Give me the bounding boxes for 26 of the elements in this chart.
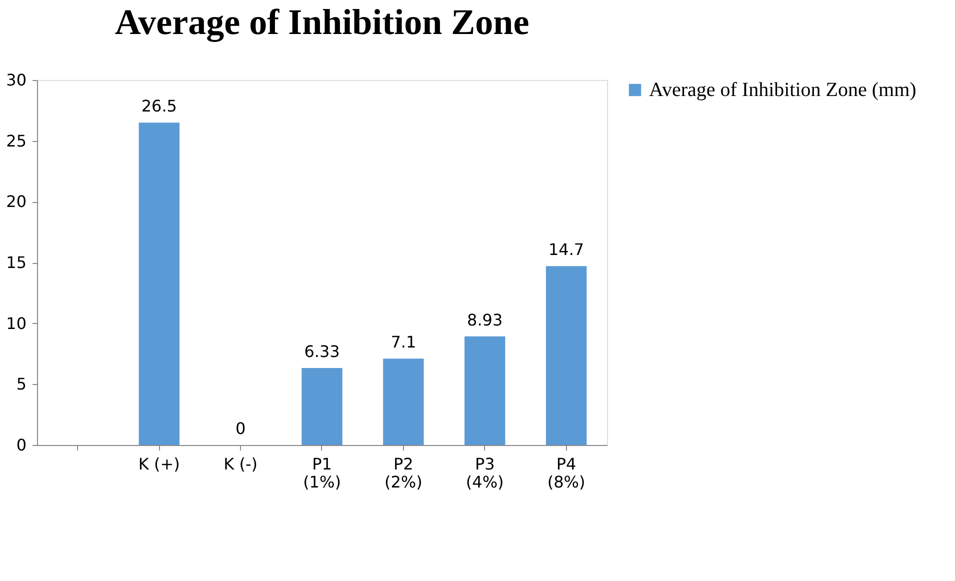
- data-label: 0: [235, 419, 246, 438]
- x-tick-label: P3 (4%): [466, 454, 504, 492]
- x-tick-label: K (+): [138, 454, 180, 474]
- y-tick-label: 30: [6, 70, 26, 90]
- data-label: 7.1: [390, 332, 416, 352]
- x-tick-label: K (-): [224, 454, 258, 474]
- bar: [383, 358, 424, 445]
- bar: [138, 122, 180, 445]
- bar: [546, 266, 587, 445]
- x-tick-label: P1 (1%): [303, 454, 341, 492]
- data-label: 6.33: [304, 342, 340, 361]
- y-tick-label: 15: [6, 253, 26, 272]
- y-tick-label: 0: [16, 436, 26, 454]
- data-label: 14.7: [548, 240, 584, 260]
- x-tick-label: P4 (8%): [547, 454, 586, 492]
- bar: [302, 368, 342, 445]
- y-tick-label: 25: [6, 131, 26, 150]
- y-tick-label: 10: [6, 314, 26, 333]
- data-label: 8.93: [467, 310, 503, 330]
- x-tick-label: P2 (2%): [384, 454, 422, 492]
- data-label: 26.5: [141, 96, 177, 116]
- bar: [464, 336, 506, 445]
- y-tick-label: 20: [6, 192, 26, 212]
- legend-label: Average of Inhibition Zone (mm): [649, 79, 916, 101]
- y-tick-label: 5: [16, 374, 26, 394]
- chart-title: Average of Inhibition Zone: [114, 2, 530, 42]
